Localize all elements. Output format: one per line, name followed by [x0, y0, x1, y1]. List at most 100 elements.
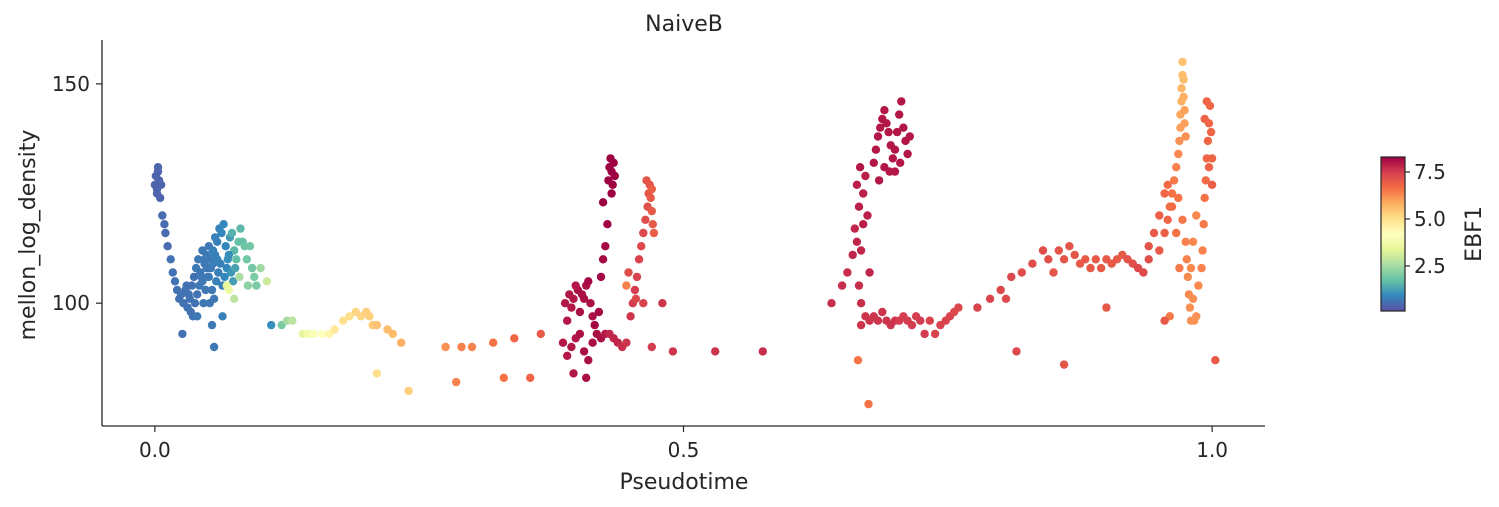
data-point [646, 193, 655, 203]
x-ticks: 0.0 0.5 1.0 [139, 426, 1228, 462]
data-point [1175, 136, 1184, 146]
data-point [1160, 228, 1169, 238]
data-point [594, 307, 604, 317]
data-point [1206, 127, 1216, 137]
data-point [637, 242, 646, 251]
data-point [630, 285, 640, 295]
data-point [1086, 263, 1095, 273]
data-point [1038, 246, 1048, 255]
data-point [230, 294, 239, 303]
data-point [309, 329, 318, 339]
data-point [571, 281, 580, 290]
data-point [204, 272, 213, 282]
data-point [920, 329, 929, 339]
data-point [153, 163, 163, 172]
x-tick-label: 0.0 [139, 438, 171, 462]
data-point [895, 110, 904, 119]
data-point [641, 215, 650, 224]
data-point [892, 127, 902, 137]
data-point [882, 119, 891, 128]
data-point [1172, 163, 1181, 172]
data-point [853, 356, 863, 365]
data-point [242, 255, 251, 264]
data-point [1160, 189, 1169, 198]
data-point [865, 268, 874, 277]
data-point [1197, 263, 1206, 273]
data-point [1160, 316, 1169, 325]
data-point [166, 255, 175, 264]
data-point [245, 242, 255, 251]
data-point [560, 299, 570, 308]
data-point [930, 329, 940, 339]
data-point [1178, 215, 1187, 224]
data-point [869, 158, 878, 167]
data-point [1096, 263, 1106, 273]
data-point [372, 320, 382, 330]
chart-title: NaiveB [645, 12, 723, 37]
data-point [536, 329, 545, 339]
data-point [1202, 97, 1212, 106]
y-axis-label: mellon_log_density [16, 130, 41, 341]
data-point [569, 294, 578, 303]
data-point [855, 163, 865, 172]
data-point [1190, 316, 1199, 325]
data-point [1175, 263, 1184, 273]
data-point [873, 316, 883, 325]
data-point [905, 132, 914, 141]
y-tick-label: 100 [52, 291, 90, 315]
data-point [575, 307, 585, 317]
data-point [199, 299, 208, 308]
data-point [200, 255, 209, 264]
data-point [219, 220, 228, 229]
data-point [182, 281, 191, 290]
data-point [1188, 294, 1198, 303]
data-point [207, 320, 217, 330]
data-point [1183, 272, 1193, 282]
data-point [1091, 255, 1101, 264]
data-point [1139, 268, 1148, 277]
data-point [1054, 246, 1064, 255]
data-point [884, 127, 893, 137]
data-point [874, 176, 884, 185]
data-point [1201, 176, 1211, 185]
data-point [1144, 242, 1153, 251]
data-point [1200, 193, 1209, 203]
data-point [157, 180, 166, 189]
data-point [1169, 176, 1179, 185]
data-point [228, 277, 238, 286]
data-point [1199, 220, 1208, 229]
data-point [843, 268, 852, 277]
x-tick-label: 0.5 [668, 438, 700, 462]
data-point [582, 373, 591, 382]
data-point [1203, 136, 1213, 146]
data-point [252, 281, 261, 290]
data-point [1194, 281, 1203, 290]
data-point [1028, 259, 1037, 268]
data-point [194, 255, 203, 264]
data-point [1182, 255, 1192, 264]
data-point [1049, 268, 1058, 277]
data-point [907, 320, 917, 330]
data-point [622, 338, 631, 347]
data-point [903, 149, 912, 159]
data-point [365, 312, 374, 321]
data-point [854, 281, 864, 290]
data-point [1155, 246, 1164, 255]
data-point [668, 347, 678, 356]
data-point [871, 145, 881, 154]
data-point [213, 237, 222, 246]
y-ticks: 100 150 [52, 72, 102, 315]
data-point [607, 189, 616, 198]
data-point [489, 338, 498, 347]
data-point [193, 290, 202, 299]
colorbar-tick-label: 5.0 [1414, 207, 1446, 231]
data-point [345, 312, 354, 321]
data-point [235, 272, 244, 282]
data-point [563, 316, 572, 325]
data-point [601, 242, 610, 251]
data-point [338, 316, 348, 325]
data-point [1181, 237, 1190, 246]
data-point [1186, 263, 1196, 273]
data-point [873, 132, 883, 141]
data-point [178, 329, 187, 339]
